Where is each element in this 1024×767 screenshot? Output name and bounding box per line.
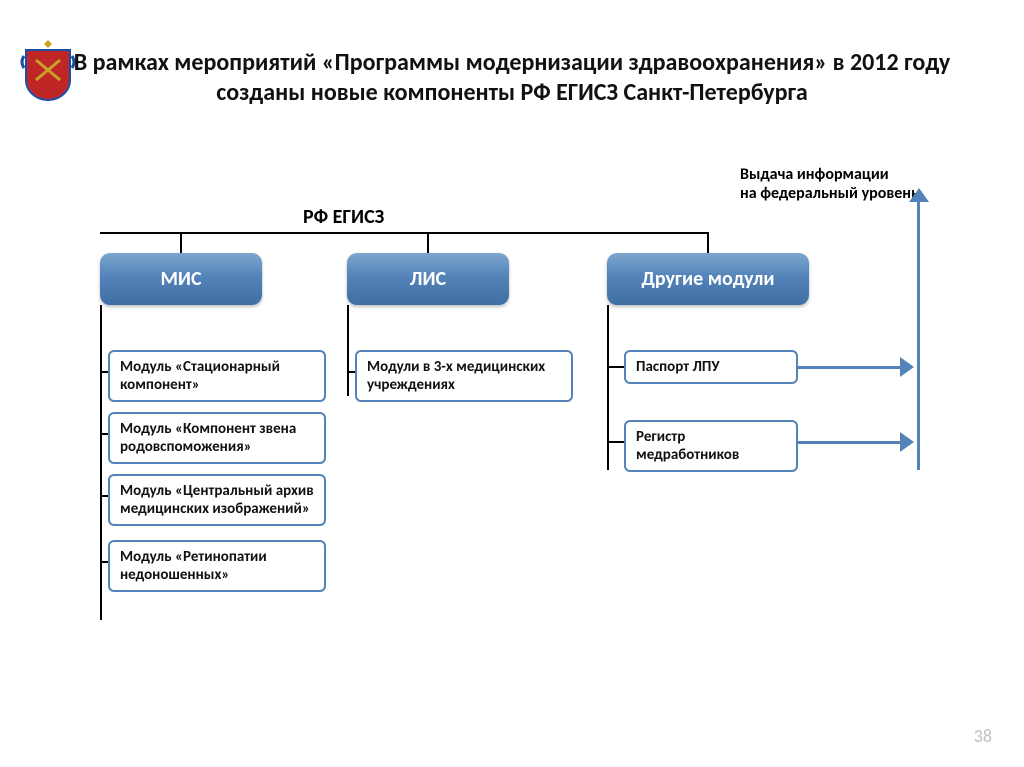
root-label: РФ ЕГИСЗ bbox=[303, 205, 384, 229]
column-drop-line bbox=[100, 305, 102, 620]
federal-arrowhead-icon bbox=[909, 188, 929, 202]
column-header-lis: ЛИС bbox=[347, 253, 509, 305]
module-box: Модуль «Стационарный компонент» bbox=[108, 350, 326, 402]
vconnector bbox=[427, 232, 429, 253]
module-box: Модули в 3-х медицинских учреждениях bbox=[355, 350, 573, 402]
vconnector bbox=[180, 232, 182, 253]
tick-connector bbox=[347, 371, 355, 373]
tick-connector bbox=[100, 495, 108, 497]
column-drop-line bbox=[347, 305, 349, 396]
tick-connector bbox=[100, 561, 108, 563]
tick-connector bbox=[100, 433, 108, 435]
slide-title: В рамках мероприятий «Программы модерниз… bbox=[0, 48, 1024, 108]
root-hconnector bbox=[100, 232, 708, 234]
module-box: Модуль «Ретинопатии недоношенных» bbox=[108, 540, 326, 592]
module-box: Модуль «Компонент звена родовспоможения» bbox=[108, 412, 326, 464]
arrowhead-icon bbox=[900, 357, 914, 377]
vconnector bbox=[707, 232, 709, 253]
tick-connector bbox=[607, 366, 624, 368]
column-header-mis: МИС bbox=[100, 253, 262, 305]
tick-connector bbox=[607, 441, 624, 443]
tick-connector bbox=[100, 371, 108, 373]
page-number: 38 bbox=[974, 725, 992, 747]
module-box: Паспорт ЛПУ bbox=[624, 350, 798, 384]
column-drop-line bbox=[607, 305, 609, 470]
arrow-to-federal bbox=[798, 366, 900, 369]
module-box: Регистр медработников bbox=[624, 420, 798, 472]
arrowhead-icon bbox=[900, 432, 914, 452]
federal-output-note: Выдача информациина федеральный уровень bbox=[740, 165, 919, 203]
module-box: Модуль «Центральный архив медицинских из… bbox=[108, 474, 326, 526]
column-header-other: Другие модули bbox=[607, 253, 809, 305]
federal-line bbox=[917, 200, 920, 470]
arrow-to-federal bbox=[798, 441, 900, 444]
